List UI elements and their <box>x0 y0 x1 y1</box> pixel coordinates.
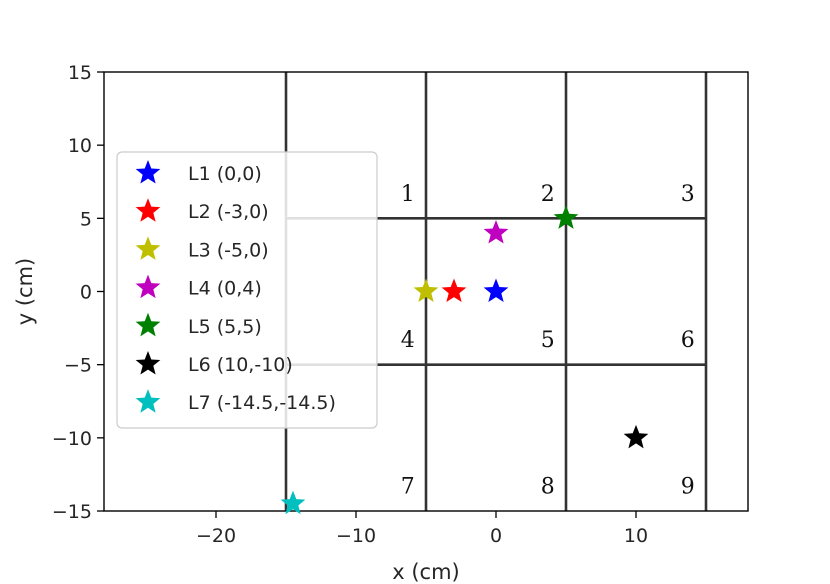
legend-entry-label: L7 (-14.5,-14.5) <box>188 392 336 414</box>
data-markers <box>280 205 649 515</box>
region-label: 5 <box>541 328 555 353</box>
y-tick-label: 15 <box>68 62 92 84</box>
data-point-marker <box>623 424 649 449</box>
y-tick-label: 5 <box>80 208 92 230</box>
region-label: 9 <box>681 474 695 499</box>
legend-entry-label: L4 (0,4) <box>188 278 262 300</box>
legend-marker <box>135 160 161 184</box>
legend-entry-label: L6 (10,-10) <box>188 354 293 376</box>
region-label: 2 <box>541 182 555 207</box>
region-label: 6 <box>681 328 695 353</box>
region-label: 4 <box>401 328 415 353</box>
legend-marker <box>135 236 161 260</box>
legend-entry-label: L3 (-5,0) <box>188 239 269 261</box>
region-label: 1 <box>401 182 415 207</box>
y-tick-label: −15 <box>52 501 92 523</box>
y-axis-label: y (cm) <box>13 258 37 326</box>
legend-marker <box>135 389 161 413</box>
data-point-marker <box>441 278 467 303</box>
y-tick-label: 0 <box>80 282 92 304</box>
legend-box <box>116 151 378 429</box>
data-point-marker <box>483 219 509 244</box>
legend-entry-label: L1 (0,0) <box>188 163 262 185</box>
legend-entry-label: L2 (-3,0) <box>188 201 269 223</box>
x-tick-label: 10 <box>624 525 648 547</box>
x-axis-label: x (cm) <box>392 560 460 584</box>
data-point-marker <box>413 278 439 303</box>
region-labels: 1 2 3 4 5 6 7 8 9 <box>401 182 695 500</box>
data-point-marker <box>553 205 579 229</box>
y-tick-label: −5 <box>64 355 92 377</box>
legend-marker <box>135 312 161 337</box>
legend-entry-label: L5 (5,5) <box>188 316 262 338</box>
region-label: 7 <box>401 474 415 499</box>
region-label: 3 <box>681 182 695 207</box>
y-tick-label: 10 <box>68 135 92 157</box>
x-tick-label: −20 <box>196 525 236 547</box>
data-point-marker <box>280 490 306 515</box>
data-point-marker <box>483 278 509 303</box>
legend-marker <box>135 198 161 222</box>
x-tick-label: −10 <box>336 525 376 547</box>
legend: L1 (0,0) L2 (-3,0) L3 (-5,0) L4 (0,4) L5 (5,… <box>116 151 378 429</box>
legend-marker <box>135 274 161 299</box>
region-label: 8 <box>541 474 555 499</box>
legend-marker <box>135 351 161 375</box>
x-tick-label: 0 <box>490 525 502 547</box>
y-tick-label: −10 <box>52 428 92 450</box>
